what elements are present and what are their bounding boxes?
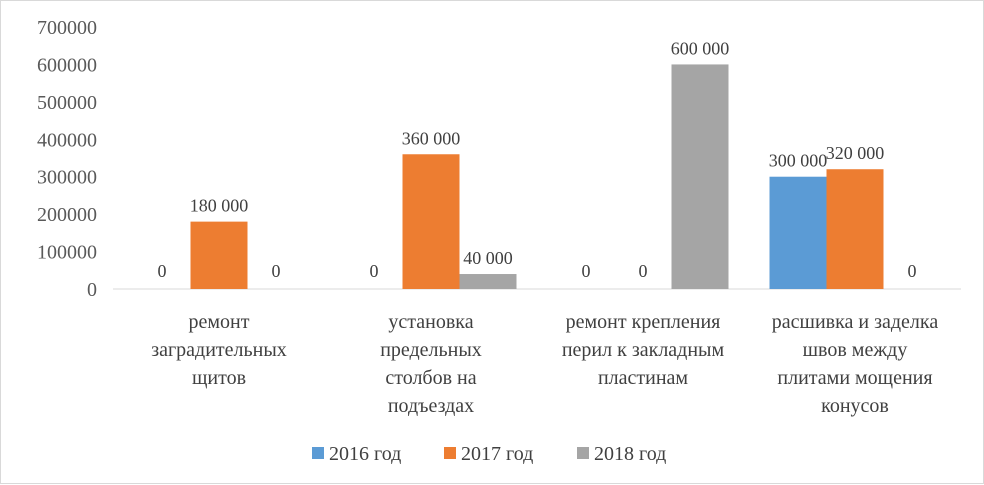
bar-2017-год-cat-3 [826, 169, 884, 289]
data-label: 0 [272, 261, 281, 281]
category-label: перил к закладным [562, 339, 725, 361]
bar-2018-год-cat-1 [459, 274, 517, 289]
category-label: пластинам [598, 367, 688, 389]
legend-label: 2018 год [594, 443, 666, 465]
category-label: плитами мощения [777, 367, 932, 389]
category-labels: ремонт заградительных щитов установка предел… [151, 311, 938, 417]
legend-swatch [312, 447, 324, 459]
legend-label: 2016 год [329, 443, 401, 465]
legend-swatch [577, 447, 589, 459]
legend-label: 2017 год [461, 443, 533, 465]
category-label: установка [388, 311, 473, 333]
data-label: 0 [370, 261, 379, 281]
category-label: швов между [803, 339, 908, 361]
category-label: ремонт крепления [566, 311, 721, 333]
data-label: 300 000 [769, 151, 828, 171]
category-label: подъездах [388, 395, 474, 417]
y-axis-tick-labels: 0 100000 200000 300000 400000 500000 600000 700… [37, 17, 97, 301]
data-label: 0 [158, 261, 167, 281]
category-label: конусов [821, 395, 889, 417]
data-label: 40 000 [463, 248, 513, 268]
y-tick-label: 500000 [37, 92, 97, 114]
bar-2016-год-cat-3 [769, 176, 827, 289]
data-labels: 0 0 0 300 000 180 000 360 000 0 320 000 0 40 000 6… [158, 38, 917, 281]
category-label: расшивка и заделка [772, 311, 939, 333]
data-label: 600 000 [671, 38, 730, 58]
category-label: щитов [192, 367, 246, 389]
data-label: 0 [582, 261, 591, 281]
y-tick-label: 400000 [37, 129, 97, 151]
data-label: 0 [639, 261, 648, 281]
y-tick-label: 300000 [37, 167, 97, 189]
y-tick-label: 600000 [37, 54, 97, 76]
category-label: столбов на [385, 367, 476, 389]
bars [190, 64, 884, 289]
data-label: 360 000 [402, 128, 461, 148]
data-label: 0 [908, 261, 917, 281]
bar-2017-год-cat-0 [190, 221, 248, 289]
bar-2018-год-cat-2 [671, 64, 729, 289]
bar-2017-год-cat-1 [402, 154, 460, 289]
legend-swatch [444, 447, 456, 459]
category-label: предельных [380, 339, 482, 361]
data-label: 180 000 [190, 196, 249, 216]
y-tick-label: 100000 [37, 242, 97, 264]
y-tick-label: 700000 [37, 17, 97, 39]
legend: 2016 год 2017 год 2018 год [312, 443, 666, 465]
category-label: ремонт [189, 311, 250, 333]
category-label: заградительных [151, 339, 287, 361]
y-tick-label: 200000 [37, 204, 97, 226]
y-tick-label: 0 [87, 279, 97, 301]
data-label: 320 000 [826, 143, 885, 163]
